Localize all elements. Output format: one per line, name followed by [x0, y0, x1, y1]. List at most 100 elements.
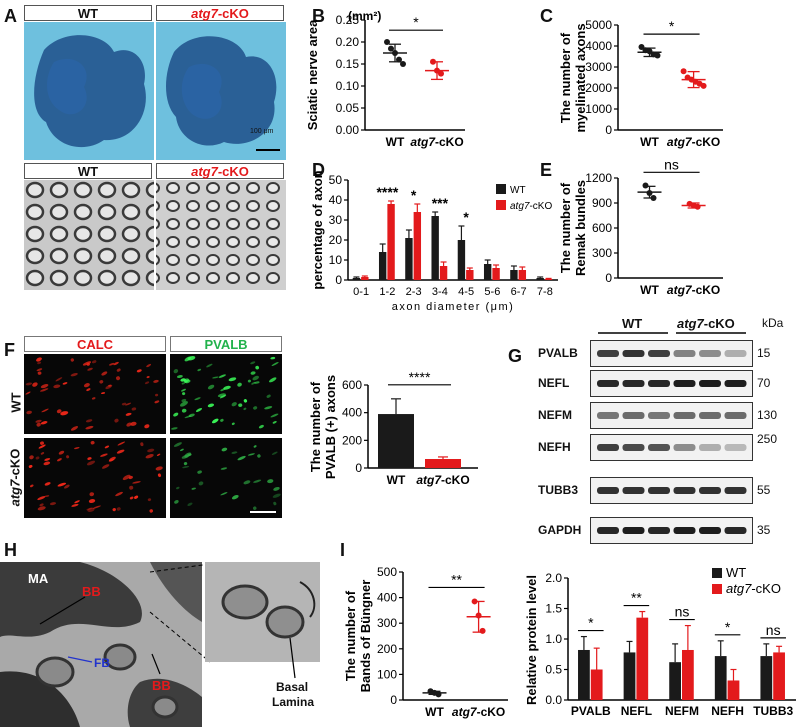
y-tick-label: 600 [592, 221, 612, 235]
significance-label: ** [451, 571, 462, 587]
fluorescence-signal [71, 503, 79, 507]
molecular-weight-label: 35 [757, 523, 771, 537]
fluorescence-signal [181, 398, 187, 402]
data-point [400, 61, 406, 67]
blot-band [724, 487, 747, 494]
blot-bands [597, 350, 747, 357]
blot-bands [597, 487, 747, 494]
fluorescence-signal [40, 384, 49, 389]
fluorescence-pane [24, 438, 166, 518]
y-tick-label: 600 [342, 378, 362, 392]
significance-label: * [463, 209, 469, 225]
fluorescence-signal [40, 421, 48, 425]
fluorescence-signal [101, 371, 108, 376]
cko-italic: atg7 [191, 6, 218, 21]
fluorescence-signal [251, 381, 256, 385]
panel-letter-b: B [312, 6, 325, 26]
label-bb-2: BB [152, 678, 171, 693]
blot-band [597, 527, 619, 534]
legend-swatch [712, 568, 722, 578]
fluorescence-pane [170, 354, 282, 434]
legend-label: WT [726, 565, 746, 580]
blot-strip [590, 340, 753, 367]
y-tick-label: 900 [592, 196, 612, 210]
fluorescence-signal [62, 382, 68, 385]
fluorescence-signal [36, 422, 41, 427]
x-tick-label: WT [425, 705, 444, 719]
fluorescence-signal [250, 361, 256, 365]
fluorescence-signal [243, 407, 247, 411]
blot-band [673, 412, 696, 419]
fluorescence-signal [40, 388, 49, 392]
fluorescence-signal [181, 388, 186, 392]
fluorescence-signal [86, 507, 93, 511]
blot-band [622, 444, 645, 451]
blot-band [699, 487, 721, 494]
fluorescence-signal [243, 480, 251, 485]
blot-band [622, 487, 645, 494]
fluorescence-signal [257, 454, 261, 458]
blot-band [597, 487, 619, 494]
blot-bands [597, 380, 747, 387]
y-tick-label: 0 [390, 693, 397, 707]
fluorescence-signal [197, 368, 202, 372]
data-point [694, 203, 701, 210]
legend-label: atg7-cKO [510, 201, 552, 212]
blot-protein-label: NEFM [538, 408, 572, 422]
blot-band [597, 350, 619, 357]
panel-f-row-cko: atg7-cKO [7, 449, 22, 507]
fluorescence-signal [183, 378, 190, 383]
fluorescence-pane [170, 438, 282, 518]
blot-protein-label: PVALB [538, 346, 578, 360]
fluorescence-signal [187, 453, 192, 457]
fluorescence-signal [147, 498, 152, 502]
fluorescence-signal [219, 394, 227, 399]
y-tick-label: 1.5 [545, 602, 562, 616]
fluorescence-signal [101, 392, 106, 395]
blot-strip [590, 370, 753, 397]
fluorescence-signal [194, 397, 201, 401]
fluorescence-signal [57, 458, 62, 462]
blot-band [622, 527, 645, 534]
y-tick-label: 5000 [585, 18, 612, 32]
fluorescence-signal [70, 426, 79, 431]
chart-i-left: 0 100 200 300 400 500 WT atg7-cKO ** The number o… [343, 565, 508, 719]
data-point [430, 58, 436, 65]
fluorescence-signal [29, 455, 34, 460]
fluorescence-signal [82, 361, 92, 366]
bar [773, 652, 785, 700]
fluorescence-signal [37, 496, 46, 501]
x-axis-label: axon diameter (μm) [392, 301, 515, 313]
chart-f: 0 200 400 600 WT atg7-cKO **** The number of PVA… [308, 369, 478, 487]
fluorescence-signal [125, 412, 132, 416]
fluorescence-signal [53, 384, 61, 389]
fluorescence-signal [171, 427, 178, 430]
data-point [471, 598, 478, 605]
x-tick-label: atg7-cKO [410, 135, 463, 149]
bar [636, 617, 649, 700]
y-tick-label: 300 [592, 246, 612, 260]
fluorescence-signal [131, 407, 137, 411]
y-tick-label: 1000 [585, 102, 612, 116]
fluorescence-signal [101, 464, 110, 469]
fluorescence-signal [258, 424, 264, 429]
y-tick-label: 100 [377, 667, 397, 681]
fluorescence-signal [88, 499, 96, 504]
chart-d: 0 10 20 30 40 50 0-1 1-2 **** 2-3 * 3-4 *** 4-5 * 5-6 6-… [310, 170, 558, 313]
x-tick-label: PVALB [571, 704, 611, 718]
blot-bands [597, 527, 747, 534]
y-tick-label: 0.5 [545, 663, 562, 677]
panel-a-em-images [24, 180, 286, 290]
y-tick-label: 20 [329, 233, 343, 247]
panel-letter-g: G [508, 346, 523, 366]
fluorescence-signal [114, 418, 119, 423]
data-point [650, 195, 657, 201]
significance-label: * [588, 615, 594, 631]
fluorescence-signal [271, 451, 278, 455]
fluorescence-signal [92, 505, 101, 509]
fluorescence-signal [70, 358, 74, 362]
fluorescence-signal [228, 377, 237, 382]
bar [760, 656, 773, 700]
panel-f-header-calc: CALC [24, 336, 166, 352]
cko-suffix: -cKO [703, 316, 735, 331]
